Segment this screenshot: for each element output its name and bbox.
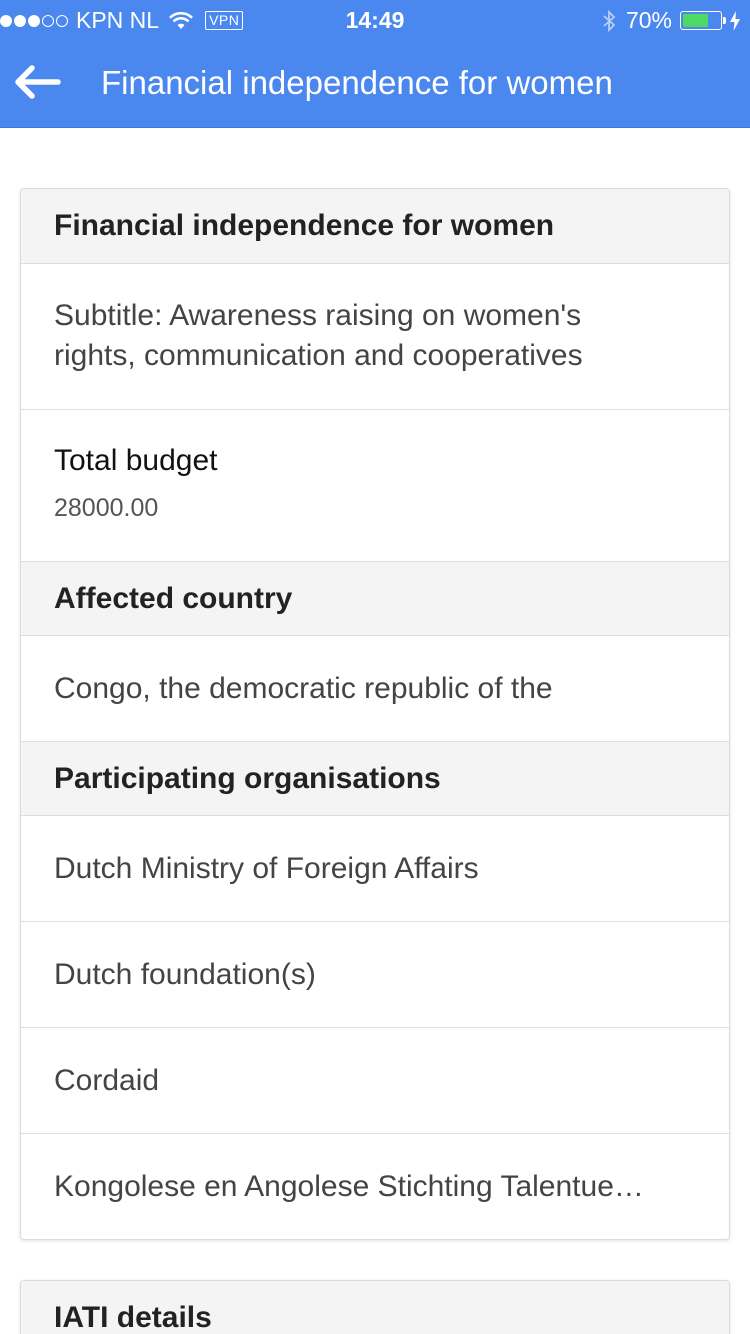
organisation-name: Kongolese en Angolese Stichting Talentue… — [54, 1170, 644, 1203]
battery-fill — [683, 14, 709, 27]
organisation-item[interactable]: Dutch Ministry of Foreign Affairs — [21, 816, 729, 922]
iati-header-row: IATI details — [21, 1281, 729, 1334]
country-name: Congo, the democratic republic of the — [54, 672, 553, 705]
wifi-icon — [169, 11, 194, 30]
country-row[interactable]: Congo, the democratic republic of the — [21, 636, 729, 742]
organisations-header-row: Participating organisations — [21, 742, 729, 816]
budget-value: 28000.00 — [54, 494, 159, 522]
organisation-name: Cordaid — [54, 1064, 160, 1097]
page-title: Financial independence for women — [101, 64, 613, 101]
organisations-header: Participating organisations — [54, 762, 441, 795]
charging-bolt-icon — [730, 10, 740, 31]
subtitle-row: Subtitle: Awareness raising on women's r… — [21, 264, 729, 410]
iati-details-card: IATI details — [20, 1280, 730, 1334]
country-header: Affected country — [54, 582, 293, 615]
project-title: Financial independence for women — [54, 209, 555, 242]
arrow-left-icon — [14, 64, 62, 105]
carrier-name: KPN NL — [76, 7, 160, 33]
organisation-item[interactable]: Cordaid — [21, 1028, 729, 1134]
organisation-item[interactable]: Dutch foundation(s) — [21, 922, 729, 1028]
iati-header: IATI details — [54, 1301, 212, 1334]
status-time: 14:49 — [345, 7, 405, 33]
vpn-badge: VPN — [205, 11, 244, 30]
organisation-item[interactable]: Kongolese en Angolese Stichting Talentue… — [21, 1134, 729, 1239]
budget-label: Total budget — [54, 444, 218, 477]
organisation-name: Dutch foundation(s) — [54, 958, 316, 991]
project-details-card: Financial independence for women Subtitl… — [20, 188, 730, 1240]
back-button[interactable] — [10, 58, 66, 110]
budget-row: Total budget 28000.00 — [21, 410, 729, 562]
navigation-bar: Financial independence for women — [0, 40, 750, 128]
organisation-name: Dutch Ministry of Foreign Affairs — [54, 852, 479, 885]
bluetooth-icon — [602, 9, 616, 32]
project-title-row: Financial independence for women — [21, 189, 729, 264]
battery-icon — [680, 11, 726, 30]
cellular-signal-icon — [0, 14, 70, 27]
status-bar: KPN NL VPN 14:49 70% — [0, 0, 750, 40]
project-subtitle: Subtitle: Awareness raising on women's r… — [54, 299, 583, 372]
battery-percent: 70% — [625, 7, 672, 33]
country-header-row: Affected country — [21, 562, 729, 636]
